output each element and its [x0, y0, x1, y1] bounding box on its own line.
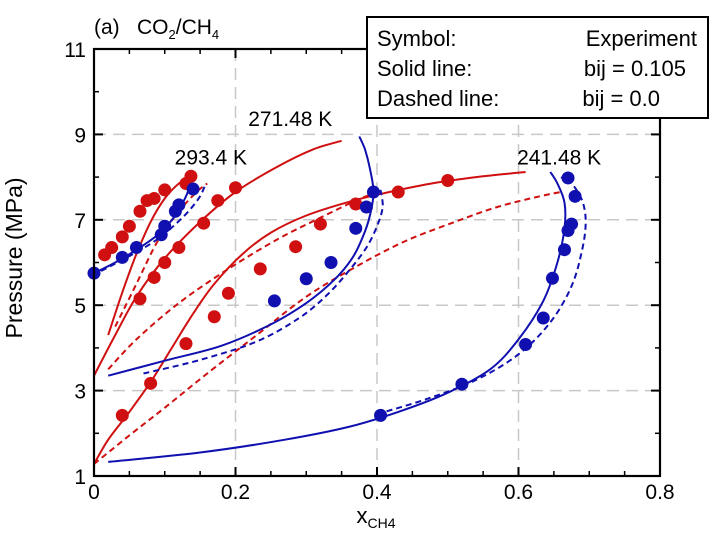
system-label-sub-2: 2	[169, 27, 176, 42]
panel-label: (a)	[94, 16, 120, 39]
x-tick-label: 0	[88, 481, 100, 504]
y-tick-label: 5	[74, 295, 86, 318]
vapor-experiment-point	[565, 217, 579, 231]
system-label: CO2/CH4	[137, 16, 219, 42]
system-label-mid: /CH	[176, 16, 212, 39]
liquid-experiment-point	[391, 185, 405, 199]
vapor-experiment-point	[536, 311, 550, 325]
liquid-experiment-point	[115, 408, 129, 422]
vapor-experiment-point	[561, 171, 575, 185]
vapor-experiment-point	[349, 221, 363, 235]
vapor-experiment-point	[267, 294, 281, 308]
vapor-solid-curve	[108, 171, 567, 463]
liquid-experiment-point	[207, 310, 221, 324]
vapor-experiment-point	[172, 198, 186, 212]
liquid-experiment-point	[147, 270, 161, 284]
liquid-experiment-point	[179, 337, 193, 351]
legend: Symbol: Experiment Solid line: bij = 0.1…	[366, 16, 709, 119]
legend-row-solid-key: Solid line:	[377, 56, 472, 81]
x-axis-title: xCH4	[356, 503, 395, 531]
liquid-experiment-point	[211, 194, 225, 208]
liquid-experiment-point	[197, 216, 211, 230]
liquid-experiment-point	[349, 197, 363, 211]
x-axis-title-main: x	[356, 503, 367, 528]
y-tick-label: 3	[74, 381, 86, 404]
liquid-experiment-point	[289, 240, 303, 254]
y-tick-label: 11	[64, 39, 86, 62]
liquid-experiment-point	[115, 230, 129, 244]
legend-row-symbol-value: Experiment	[586, 26, 697, 51]
liquid-experiment-point	[144, 376, 158, 390]
liquid-experiment-point	[133, 292, 147, 306]
x-tick-label: 0.4	[362, 481, 392, 504]
liquid-experiment-point	[158, 183, 172, 197]
vapor-experiment-point	[366, 185, 380, 199]
liquid-experiment-point	[122, 219, 136, 233]
liquid-dashed-curve	[107, 191, 378, 370]
legend-row-solid-value: bij = 0.105	[584, 56, 686, 81]
vapor-experiment-point	[359, 200, 373, 214]
system-label-prefix: CO	[137, 16, 169, 39]
temperature-label: 271.48 K	[248, 108, 332, 131]
legend-row-dashed-key: Dashed line:	[377, 86, 499, 111]
vapor-experiment-point	[455, 377, 469, 391]
vapor-experiment-point	[115, 250, 129, 264]
legend-row-dashed-value: bij = 0.0	[582, 86, 660, 111]
vapor-experiment-point	[568, 189, 582, 203]
axis-ticks: 0 0.2 0.4 0.6 0.8 1 3 5 7 9 11	[64, 39, 674, 504]
liquid-solid-curve	[93, 171, 526, 465]
liquid-experiment-point	[172, 241, 186, 255]
liquid-experiment-point	[221, 286, 235, 300]
vapor-experiment-point	[129, 241, 143, 255]
liquid-experiment-point	[229, 181, 242, 195]
vapor-experiment-point	[374, 408, 388, 422]
x-tick-label: 0.2	[221, 481, 250, 504]
y-tick-label: 7	[74, 210, 86, 233]
vapor-experiment-point	[519, 337, 533, 351]
y-tick-label: 1	[74, 466, 86, 489]
liquid-experiment-point	[253, 262, 267, 276]
legend-row-symbol-key: Symbol:	[377, 26, 456, 51]
liquid-experiment-point	[184, 169, 198, 183]
grid-lines	[94, 49, 660, 476]
experiment-markers	[87, 169, 582, 422]
liquid-experiment-point	[441, 174, 455, 188]
liquid-experiment-point	[313, 217, 327, 231]
vapor-experiment-point	[545, 271, 559, 285]
liquid-solid-curve	[93, 139, 342, 377]
x-tick-label: 0.8	[645, 481, 674, 504]
liquid-experiment-point	[133, 204, 147, 218]
liquid-experiment-point	[147, 191, 161, 205]
liquid-solid-curve	[107, 174, 194, 336]
vapor-experiment-point	[186, 182, 200, 196]
vapor-solid-curve	[107, 136, 375, 377]
legend-box	[366, 16, 709, 119]
liquid-experiment-point	[105, 241, 119, 255]
y-tick-label: 9	[74, 124, 86, 147]
temperature-label: 241.48 K	[517, 146, 601, 169]
vapor-dashed-curve	[143, 189, 384, 375]
vapor-experiment-point	[299, 272, 313, 286]
y-axis-title: Pressure (MPa)	[1, 177, 27, 338]
system-label-sub-4: 4	[212, 27, 219, 42]
liquid-experiment-point	[158, 256, 172, 269]
vapor-experiment-point	[324, 256, 338, 269]
x-tick-label: 0.6	[504, 481, 533, 504]
temperature-label: 293.4 K	[175, 146, 247, 169]
x-axis-title-sub: CH4	[367, 515, 395, 531]
vapor-experiment-point	[557, 243, 571, 257]
vapor-experiment-point	[158, 219, 172, 233]
